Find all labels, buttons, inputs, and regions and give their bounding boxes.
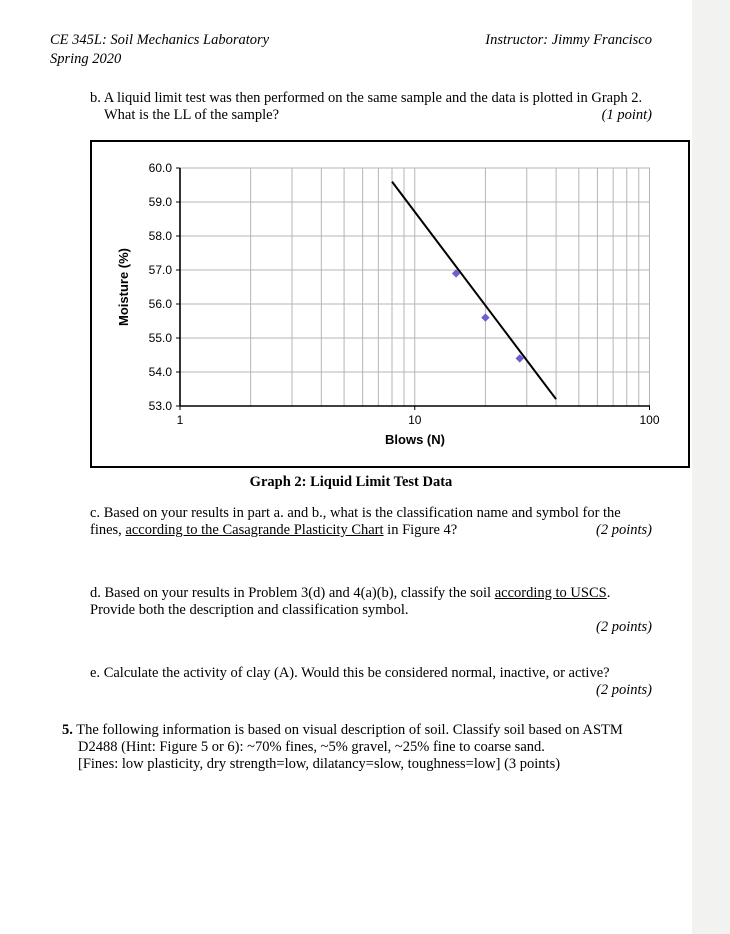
q5-label: 5. (62, 722, 73, 738)
liquid-limit-chart: 60.0 59.0 58.0 57.0 56.0 55.0 54.0 53.0 1 10 100 Bl… (110, 156, 670, 456)
svg-text:1: 1 (177, 413, 184, 427)
qe-points: (2 points) (596, 682, 652, 699)
qe-text: Calculate the activity of clay (A). Woul… (104, 665, 610, 681)
svg-text:53.0: 53.0 (149, 399, 173, 413)
qc-points: (2 points) (596, 522, 652, 539)
question-b: b. A liquid limit test was then performe… (50, 90, 652, 124)
content: CE 345L: Soil Mechanics Laboratory Instr… (0, 0, 692, 773)
q5-line3: [Fines: low plasticity, dry strength=low… (62, 756, 500, 772)
qb-text1: A liquid limit test was then performed o… (104, 90, 642, 106)
qc-label: c. (90, 505, 100, 521)
svg-text:54.0: 54.0 (149, 365, 173, 379)
qd-before: Based on your results in Problem 3(d) an… (105, 585, 495, 601)
qb-points: (1 point) (602, 107, 652, 124)
svg-text:55.0: 55.0 (149, 331, 173, 345)
q5-line2: D2488 (Hint: Figure 5 or 6): ~70% fines,… (62, 739, 545, 755)
instructor: Instructor: Jimmy Francisco (485, 32, 652, 49)
qd-points: (2 points) (596, 619, 652, 636)
qb-label: b. (90, 90, 101, 106)
course-title: CE 345L: Soil Mechanics Laboratory (50, 32, 269, 49)
svg-text:58.0: 58.0 (149, 229, 173, 243)
qc-after: in Figure 4? (384, 522, 458, 538)
chart-caption: Graph 2: Liquid Limit Test Data (50, 474, 652, 491)
svg-text:Blows (N): Blows (N) (385, 432, 445, 447)
qd-label: d. (90, 585, 101, 601)
header-row: CE 345L: Soil Mechanics Laboratory Instr… (50, 32, 652, 49)
qe-label: e. (90, 665, 100, 681)
term: Spring 2020 (50, 51, 652, 68)
question-d: d. Based on your results in Problem 3(d)… (50, 585, 652, 619)
svg-text:10: 10 (408, 413, 422, 427)
question-5: 5. The following information is based on… (50, 722, 652, 773)
svg-text:56.0: 56.0 (149, 297, 173, 311)
svg-text:60.0: 60.0 (149, 161, 173, 175)
svg-text:57.0: 57.0 (149, 263, 173, 277)
qb-text2: What is the LL of the sample? (90, 107, 279, 123)
qc-under: according to the Casagrande Plasticity C… (125, 522, 383, 538)
svg-text:Moisture (%): Moisture (%) (116, 248, 131, 326)
q5-points: (3 points) (504, 756, 560, 772)
svg-text:59.0: 59.0 (149, 195, 173, 209)
question-e: e. Calculate the activity of clay (A). W… (50, 665, 652, 682)
page-shadow (692, 0, 730, 934)
q5-line1: The following information is based on vi… (76, 722, 623, 738)
chart-container: 60.0 59.0 58.0 57.0 56.0 55.0 54.0 53.0 1 10 100 Bl… (90, 140, 690, 468)
svg-text:100: 100 (639, 413, 659, 427)
qd-under: according to USCS (495, 585, 607, 601)
page: CE 345L: Soil Mechanics Laboratory Instr… (0, 0, 730, 934)
question-c: c. Based on your results in part a. and … (50, 505, 652, 539)
